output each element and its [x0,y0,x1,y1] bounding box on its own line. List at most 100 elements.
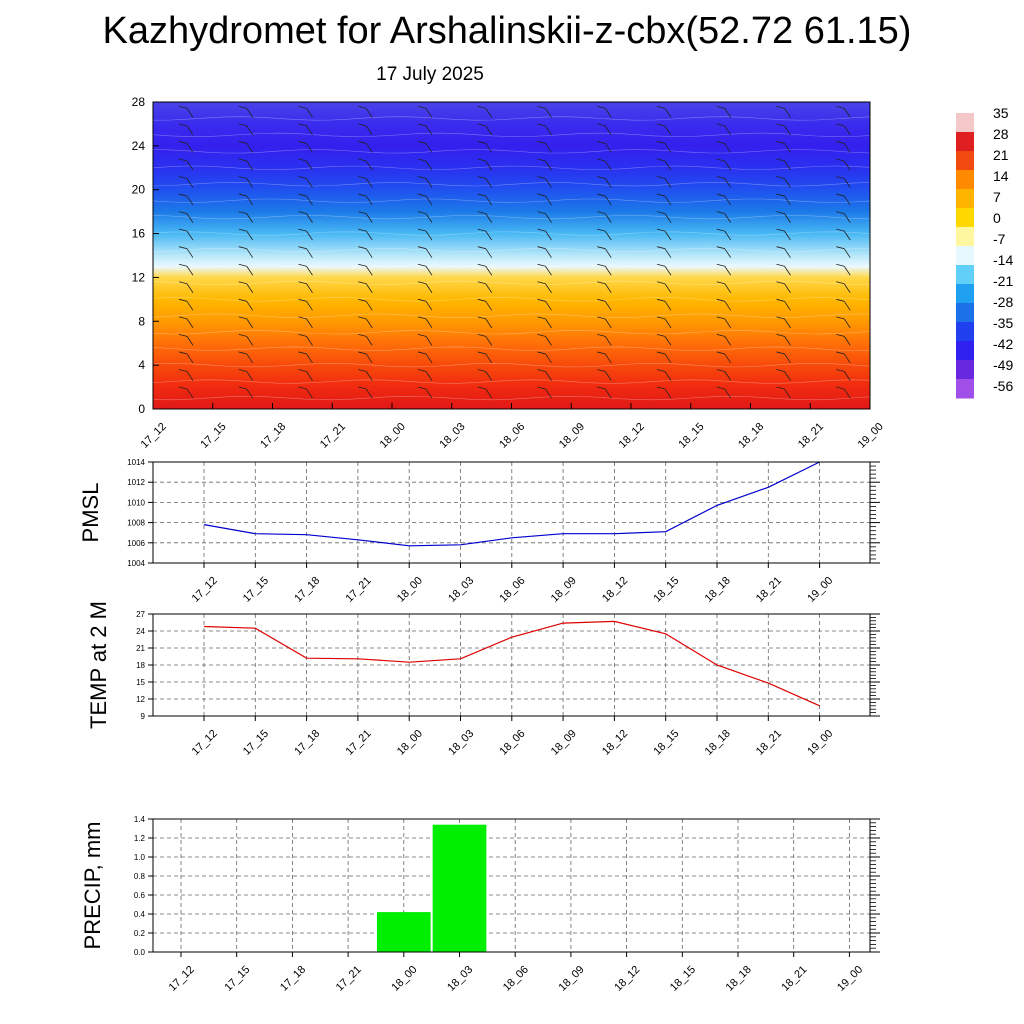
colorbar-label: 7 [993,189,1001,205]
wind-barb-feather [776,123,785,127]
wind-barb [843,125,851,136]
wind-barb-feather [836,263,845,267]
wind-barb-feather [417,246,427,250]
wind-barb-feather [178,105,188,109]
wind-barb [365,213,373,223]
wind-barb-feather [298,263,307,267]
wind-barb [186,283,194,294]
wind-barb-feather [238,105,247,109]
wind-barb-feather [238,369,247,372]
wind-barb-feather [477,386,486,390]
wind-barb-feather [178,211,188,214]
wind-barb [306,371,313,381]
wind-barb-feather [238,141,247,144]
wind-barb-feather [358,158,367,162]
contour-line [152,116,871,121]
wind-barb-feather [597,211,606,214]
wind-barb-feather [417,211,427,214]
wind-barb [784,230,791,241]
wind-barb-feather [776,158,785,162]
wind-barb [425,213,433,223]
wind-barb [604,195,612,206]
wind-barb [724,266,732,276]
wind-barb-feather [298,369,307,372]
wind-barb-feather [597,316,606,320]
temp2m-xtick-label: 17_15 [241,728,271,758]
wind-barb-feather [358,176,367,179]
wind-barb [246,336,254,346]
wind-barb-feather [358,298,367,302]
precip-ytick-label: 1.4 [134,815,146,824]
wind-barb [246,266,254,276]
wind-barb-feather [417,158,427,162]
wind-barb [246,143,254,153]
wind-barb [365,108,373,118]
wind-barb [664,266,672,276]
heatmap-xtick-label: 18_03 [437,421,467,451]
wind-barb-feather [597,263,606,267]
wind-barb [485,108,493,118]
wind-barb-feather [656,386,666,390]
precip-ytick-label: 0.8 [134,872,146,881]
wind-barb [306,160,313,171]
wind-barb-feather [597,334,606,337]
wind-barb-feather [597,123,606,127]
wind-barb [664,371,672,381]
wind-barb-feather [597,193,606,197]
wind-barb-feather [178,386,188,390]
precip-xtick-label: 17_12 [167,964,197,994]
wind-barb-feather [716,316,725,320]
heatmap-xtick-label: 18_21 [796,421,826,451]
wind-barb [724,160,732,171]
temp2m-ytick-label: 27 [136,610,145,619]
wind-barb [306,213,313,223]
precip-frame [152,818,871,953]
wind-barb-feather [417,141,427,144]
wind-barb [664,213,672,223]
wind-barb-feather [776,105,785,109]
wind-barb-feather [358,281,367,285]
temp2m-panel: 9 12 15 18 21 24 27 17_12 17_15 17_18 17_21 18_00 18… [86,601,880,758]
wind-barb-feather [716,334,725,337]
wind-barb [306,283,313,294]
precip-xtick-label: 18_21 [779,964,809,994]
colorbar-label: -42 [993,336,1013,352]
wind-barb [545,125,552,136]
wind-barb [843,301,851,311]
wind-barb-feather [656,105,666,109]
wind-barb-feather [537,351,546,355]
wind-barb-feather [358,123,367,127]
wind-barb-feather [298,281,307,285]
wind-barb-feather [417,351,427,355]
wind-barb [724,143,732,153]
wind-barb-feather [656,211,666,214]
wind-barb-feather [716,369,725,372]
wind-barb [724,195,732,206]
wind-barb [186,125,194,136]
temp2m-ytick-label: 15 [136,678,145,687]
precip-ylabel: PRECIP, mm [80,822,105,950]
pmsl-series-line [203,461,820,547]
wind-barb [246,213,254,223]
wind-barb [784,108,791,118]
wind-barb-feather [298,351,307,355]
wind-barb [186,230,194,241]
wind-barb [425,336,433,346]
wind-barb-feather [477,298,486,302]
temp2m-xtick-label: 19_00 [805,728,835,758]
pmsl-xtick-label: 18_09 [549,575,579,605]
wind-barb-feather [597,369,606,372]
heatmap-ytick-label: 0 [138,402,145,416]
wind-barb [485,266,493,276]
wind-barb-feather [417,263,427,267]
wind-barb-feather [776,386,785,390]
wind-barb [724,213,732,223]
precip-bar [376,912,431,952]
wind-barb [664,230,672,241]
wind-barb-feather [716,386,725,390]
precip-xtick-label: 17_15 [222,964,252,994]
heatmap-xtick-label: 18_06 [497,421,527,451]
precip-xtick-label: 18_06 [501,964,531,994]
wind-barb [246,108,254,118]
